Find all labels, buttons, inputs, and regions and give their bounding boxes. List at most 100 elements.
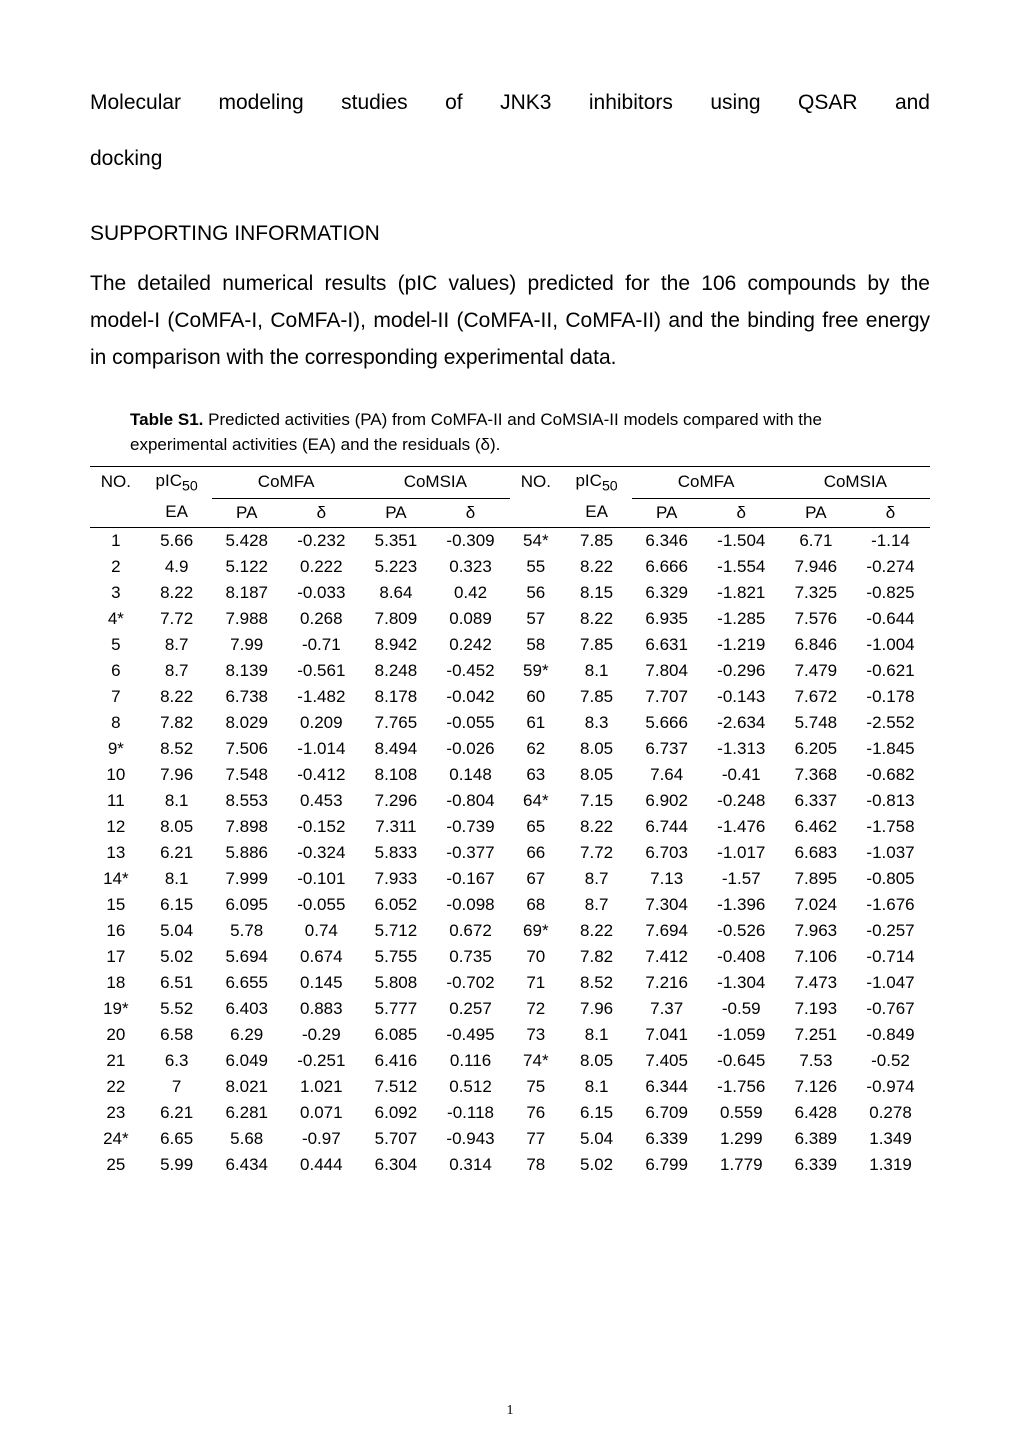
table-cell: 16	[90, 918, 142, 944]
table-cell: -0.033	[282, 580, 361, 606]
table-cell: -0.97	[282, 1126, 361, 1152]
table-cell: 8.7	[142, 632, 212, 658]
table-cell: -0.805	[851, 866, 930, 892]
table-cell: -1.482	[282, 684, 361, 710]
table-cell: 23	[90, 1100, 142, 1126]
results-table: NO. pIC50 CoMFA CoMSIA NO. pIC50 CoMFA C…	[90, 466, 930, 1178]
table-cell: 7.512	[361, 1074, 431, 1100]
table-cell: 5	[90, 632, 142, 658]
table-cell: -0.702	[431, 970, 510, 996]
table-cell: -1.285	[702, 606, 781, 632]
table-row: 4*7.727.9880.2687.8090.089578.226.935-1.…	[90, 606, 930, 632]
table-row: 38.228.187-0.0338.640.42568.156.329-1.82…	[90, 580, 930, 606]
table-cell: 60	[510, 684, 562, 710]
table-cell: 7.106	[781, 944, 851, 970]
table-cell: 6.21	[142, 1100, 212, 1126]
table-cell: 78	[510, 1152, 562, 1178]
table-cell: 8.139	[212, 658, 282, 684]
table-cell: 6.631	[632, 632, 702, 658]
table-cell: 7.251	[781, 1022, 851, 1048]
table-cell: -0.943	[431, 1126, 510, 1152]
table-cell: 0.453	[282, 788, 361, 814]
table-cell: -0.251	[282, 1048, 361, 1074]
table-cell: 0.071	[282, 1100, 361, 1126]
table-cell: 8.942	[361, 632, 431, 658]
table-row: 87.828.0290.2097.765-0.055618.35.666-2.6…	[90, 710, 930, 736]
table-cell: 71	[510, 970, 562, 996]
th-pa-2: PA	[361, 498, 431, 527]
table-cell: -1.017	[702, 840, 781, 866]
title-line-2: docking	[90, 136, 930, 182]
table-row: 255.996.4340.4446.3040.314785.026.7991.7…	[90, 1152, 930, 1178]
th-comfa-left: CoMFA	[212, 466, 361, 498]
table-row: 14*8.17.999-0.1017.933-0.167678.77.13-1.…	[90, 866, 930, 892]
table-cell: -0.178	[851, 684, 930, 710]
table-cell: -1.476	[702, 814, 781, 840]
table-row: 19*5.526.4030.8835.7770.257727.967.37-0.…	[90, 996, 930, 1022]
table-cell: -0.324	[282, 840, 361, 866]
table-cell: -0.561	[282, 658, 361, 684]
th-blank-1	[90, 498, 142, 527]
table-cell: 5.748	[781, 710, 851, 736]
table-cell: 7.53	[781, 1048, 851, 1074]
table-cell: 6.703	[632, 840, 702, 866]
table-cell: 61	[510, 710, 562, 736]
table-row: 118.18.5530.4537.296-0.80464*7.156.902-0…	[90, 788, 930, 814]
table-cell: 5.833	[361, 840, 431, 866]
table-cell: 6.65	[142, 1126, 212, 1152]
table-cell: -0.055	[282, 892, 361, 918]
table-cell: 7.479	[781, 658, 851, 684]
table-cell: -1.313	[702, 736, 781, 762]
table-cell: 6.737	[632, 736, 702, 762]
table-cell: 6.709	[632, 1100, 702, 1126]
table-cell: 9*	[90, 736, 142, 762]
table-cell: 7.988	[212, 606, 282, 632]
table-cell: -0.41	[702, 762, 781, 788]
table-cell: 5.707	[361, 1126, 431, 1152]
table-cell: -0.849	[851, 1022, 930, 1048]
table-cell: 5.99	[142, 1152, 212, 1178]
table-cell: 0.148	[431, 762, 510, 788]
table-cell: 5.808	[361, 970, 431, 996]
table-cell: -1.554	[702, 554, 781, 580]
table-cell: 0.674	[282, 944, 361, 970]
table-cell: 7.963	[781, 918, 851, 944]
table-cell: -1.004	[851, 632, 930, 658]
table-cell: 7.72	[142, 606, 212, 632]
table-cell: 8.22	[562, 814, 632, 840]
table-caption-text: Predicted activities (PA) from CoMFA-II …	[130, 410, 822, 455]
th-pic50-right: pIC50	[562, 466, 632, 498]
table-cell: 0.222	[282, 554, 361, 580]
table-cell: 7.325	[781, 580, 851, 606]
table-cell: -1.304	[702, 970, 781, 996]
table-cell: -0.098	[431, 892, 510, 918]
table-cell: 6.339	[781, 1152, 851, 1178]
table-cell: 0.268	[282, 606, 361, 632]
table-cell: 7.13	[632, 866, 702, 892]
table-cell: 5.68	[212, 1126, 282, 1152]
table-cell: 0.257	[431, 996, 510, 1022]
table-cell: 7.506	[212, 736, 282, 762]
table-cell: -1.219	[702, 632, 781, 658]
table-cell: 6.799	[632, 1152, 702, 1178]
table-cell: 6.655	[212, 970, 282, 996]
table-cell: 0.323	[431, 554, 510, 580]
table-cell: 8.22	[142, 684, 212, 710]
table-cell: 6	[90, 658, 142, 684]
table-cell: 8.494	[361, 736, 431, 762]
table-cell: 7.576	[781, 606, 851, 632]
th-no-left: NO.	[90, 466, 142, 498]
table-cell: 1.319	[851, 1152, 930, 1178]
table-cell: 7.96	[562, 996, 632, 1022]
table-cell: 8.3	[562, 710, 632, 736]
table-cell: 7.64	[632, 762, 702, 788]
table-cell: 0.672	[431, 918, 510, 944]
table-cell: -1.14	[851, 527, 930, 554]
table-cell: -0.296	[702, 658, 781, 684]
table-cell: -1.756	[702, 1074, 781, 1100]
table-cell: 7.412	[632, 944, 702, 970]
table-cell: 22	[90, 1074, 142, 1100]
table-cell: 7.548	[212, 762, 282, 788]
table-cell: 8.248	[361, 658, 431, 684]
table-cell: 7.473	[781, 970, 851, 996]
